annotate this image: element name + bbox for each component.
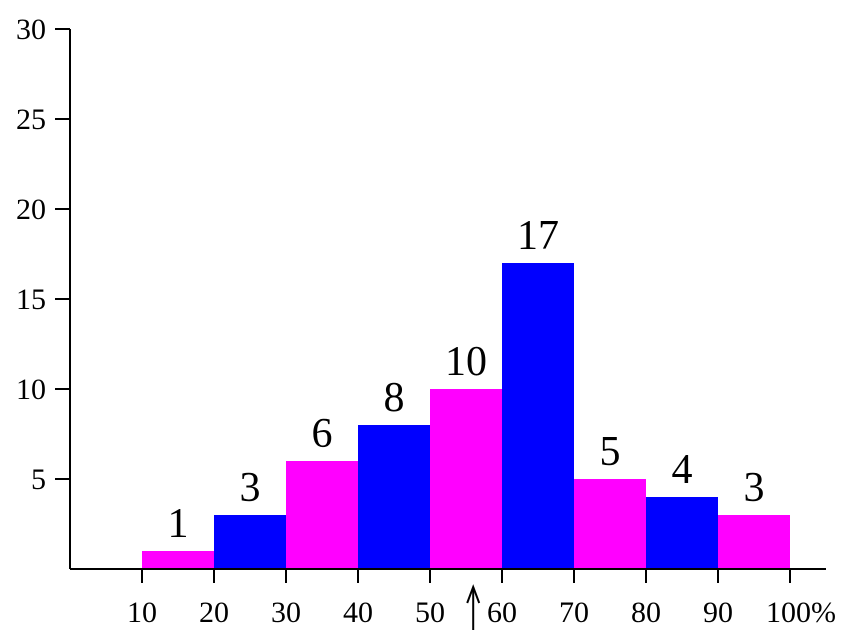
x-tick-label-70: 70	[559, 596, 589, 629]
bar-60-70	[502, 263, 574, 569]
y-tick-label-25: 25	[16, 103, 46, 136]
data-label-90-100: 3	[744, 465, 765, 511]
data-labels-layer: 1 3 6 8 10 17 5 4 3	[168, 213, 765, 547]
data-label-50-60: 10	[445, 339, 487, 385]
bars-layer	[142, 263, 790, 569]
x-tick-label-90: 90	[703, 596, 733, 629]
marker-layer	[466, 584, 481, 630]
data-label-40-50: 8	[384, 375, 405, 421]
bar-80-90	[646, 497, 718, 569]
bar-40-50	[358, 425, 430, 569]
marker-arrow	[466, 584, 481, 630]
y-tick-label-10: 10	[16, 373, 46, 406]
bar-20-30	[214, 515, 286, 569]
x-tick-label-30: 30	[271, 596, 301, 629]
x-tick-label-20: 20	[199, 596, 229, 629]
bar-90-100	[718, 515, 790, 569]
bar-70-80	[574, 479, 646, 569]
bar-10-20	[142, 551, 214, 569]
data-label-80-90: 4	[672, 447, 693, 493]
data-label-70-80: 5	[600, 429, 621, 475]
bar-50-60	[430, 389, 502, 569]
y-tick-label-30: 30	[16, 13, 46, 46]
x-tick-label-10: 10	[127, 596, 157, 629]
x-tick-label-60: 60	[487, 596, 517, 629]
x-tick-label-50: 50	[415, 596, 445, 629]
data-label-60-70: 17	[517, 213, 559, 259]
x-tick-label-40: 40	[343, 596, 373, 629]
bar-30-40	[286, 461, 358, 569]
data-label-30-40: 6	[312, 411, 333, 457]
data-label-20-30: 3	[240, 465, 261, 511]
y-tick-label-20: 20	[16, 193, 46, 226]
y-tick-label-15: 15	[16, 283, 46, 316]
data-label-10-20: 1	[168, 501, 189, 547]
x-tick-label-100: 100%	[766, 596, 836, 629]
marker-arrow-head	[466, 584, 481, 604]
x-tick-label-80: 80	[631, 596, 661, 629]
y-tick-label-5: 5	[31, 463, 46, 496]
